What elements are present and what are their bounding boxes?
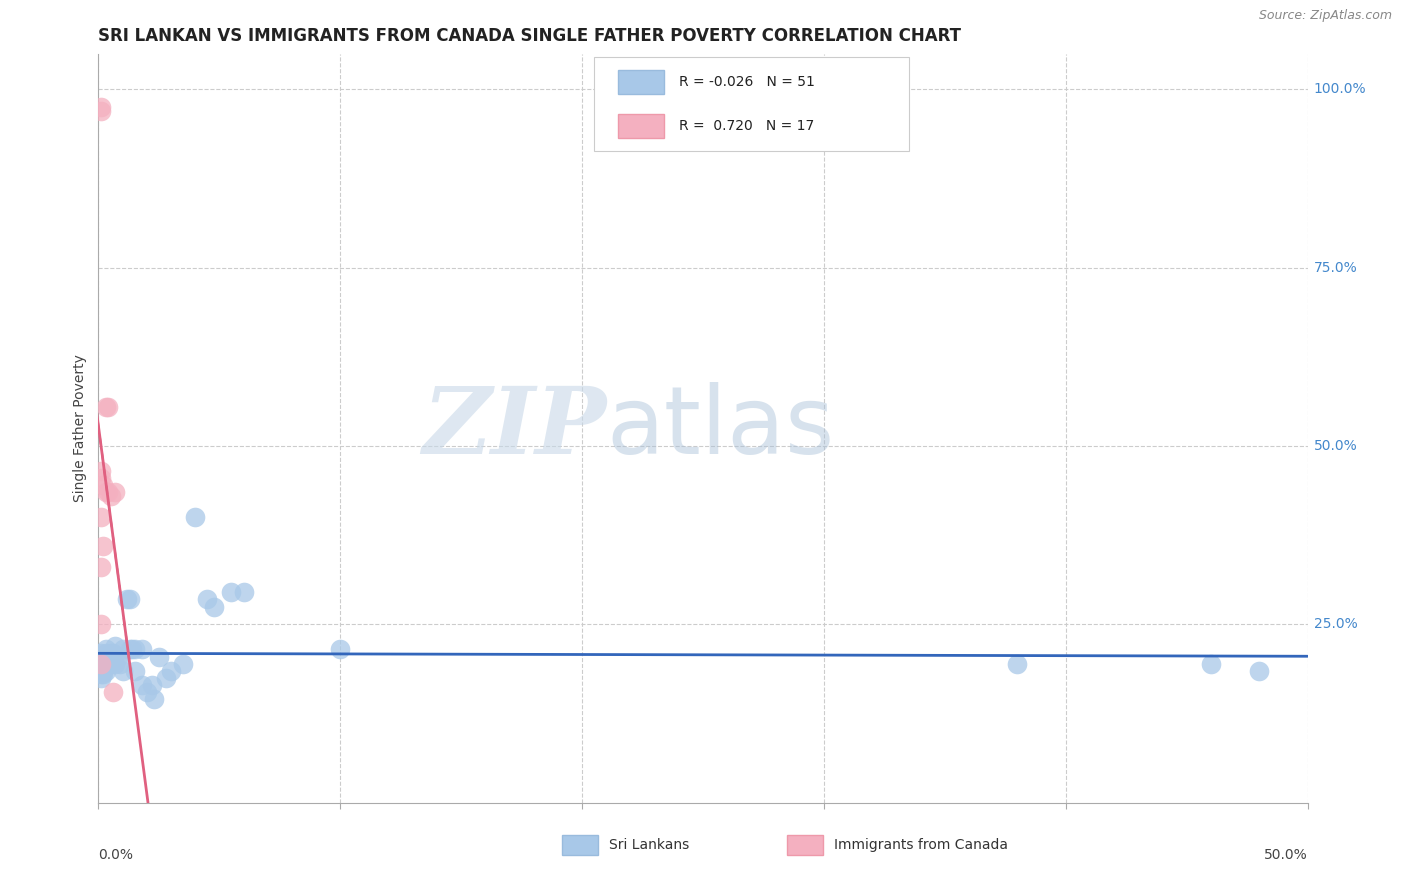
- Point: [104, 485, 127, 500]
- Point: [94, 485, 117, 500]
- Point: [90, 646, 112, 660]
- Point: [97, 485, 120, 500]
- Point: [90, 471, 112, 485]
- Point: [94, 664, 117, 678]
- Point: [90, 510, 112, 524]
- Text: R = -0.026   N = 51: R = -0.026 N = 51: [679, 75, 814, 89]
- FancyBboxPatch shape: [595, 57, 908, 151]
- Point: [148, 649, 170, 664]
- Point: [329, 642, 352, 657]
- Point: [1249, 664, 1271, 678]
- Point: [1007, 657, 1029, 671]
- Point: [141, 678, 163, 692]
- Point: [172, 657, 194, 671]
- Point: [91, 667, 114, 681]
- Text: 100.0%: 100.0%: [1313, 82, 1367, 96]
- Point: [90, 103, 112, 118]
- Point: [111, 664, 134, 678]
- Point: [90, 667, 112, 681]
- Text: R =  0.720   N = 17: R = 0.720 N = 17: [679, 120, 814, 133]
- Point: [107, 649, 129, 664]
- Point: [117, 592, 139, 607]
- Point: [90, 100, 112, 114]
- Point: [91, 664, 114, 678]
- Point: [91, 653, 114, 667]
- Point: [90, 657, 112, 671]
- Point: [121, 642, 143, 657]
- FancyBboxPatch shape: [619, 70, 664, 94]
- Point: [100, 646, 122, 660]
- Point: [131, 678, 153, 692]
- Text: 25.0%: 25.0%: [1313, 617, 1357, 632]
- Point: [97, 657, 120, 671]
- Text: 50.0%: 50.0%: [1313, 439, 1357, 453]
- Point: [135, 685, 157, 699]
- Point: [97, 400, 120, 414]
- Point: [118, 592, 141, 607]
- Point: [90, 660, 112, 674]
- Point: [101, 685, 124, 699]
- Text: SRI LANKAN VS IMMIGRANTS FROM CANADA SINGLE FATHER POVERTY CORRELATION CHART: SRI LANKAN VS IMMIGRANTS FROM CANADA SIN…: [98, 27, 962, 45]
- Point: [124, 664, 146, 678]
- Text: Immigrants from Canada: Immigrants from Canada: [834, 838, 1008, 852]
- Point: [100, 489, 122, 503]
- Point: [90, 664, 112, 678]
- Point: [204, 599, 226, 614]
- FancyBboxPatch shape: [619, 114, 664, 138]
- Point: [143, 692, 166, 706]
- Text: Sri Lankans: Sri Lankans: [609, 838, 689, 852]
- Point: [90, 671, 112, 685]
- Text: 0.0%: 0.0%: [98, 847, 134, 862]
- Point: [195, 592, 218, 607]
- Point: [100, 657, 122, 671]
- Text: atlas: atlas: [606, 382, 835, 475]
- Point: [108, 657, 131, 671]
- Point: [155, 671, 177, 685]
- Point: [94, 642, 117, 657]
- Point: [97, 649, 120, 664]
- Point: [1199, 657, 1222, 671]
- Point: [90, 464, 112, 478]
- Point: [94, 400, 117, 414]
- Point: [104, 657, 127, 671]
- Point: [101, 646, 124, 660]
- Point: [232, 585, 254, 599]
- Point: [90, 617, 112, 632]
- Point: [90, 657, 112, 671]
- Point: [91, 539, 114, 553]
- Text: 75.0%: 75.0%: [1313, 260, 1357, 275]
- Point: [160, 664, 183, 678]
- Point: [91, 478, 114, 492]
- Text: 50.0%: 50.0%: [1264, 847, 1308, 862]
- Point: [111, 642, 134, 657]
- Point: [91, 657, 114, 671]
- Point: [104, 639, 127, 653]
- Point: [118, 642, 141, 657]
- Text: Source: ZipAtlas.com: Source: ZipAtlas.com: [1258, 9, 1392, 22]
- Point: [94, 657, 117, 671]
- Point: [94, 646, 117, 660]
- Y-axis label: Single Father Poverty: Single Father Poverty: [73, 354, 87, 502]
- Point: [90, 653, 112, 667]
- Text: ZIP: ZIP: [422, 384, 606, 473]
- Point: [221, 585, 243, 599]
- Point: [184, 510, 207, 524]
- Point: [90, 560, 112, 574]
- Point: [131, 642, 153, 657]
- Point: [124, 642, 146, 657]
- Point: [90, 660, 112, 674]
